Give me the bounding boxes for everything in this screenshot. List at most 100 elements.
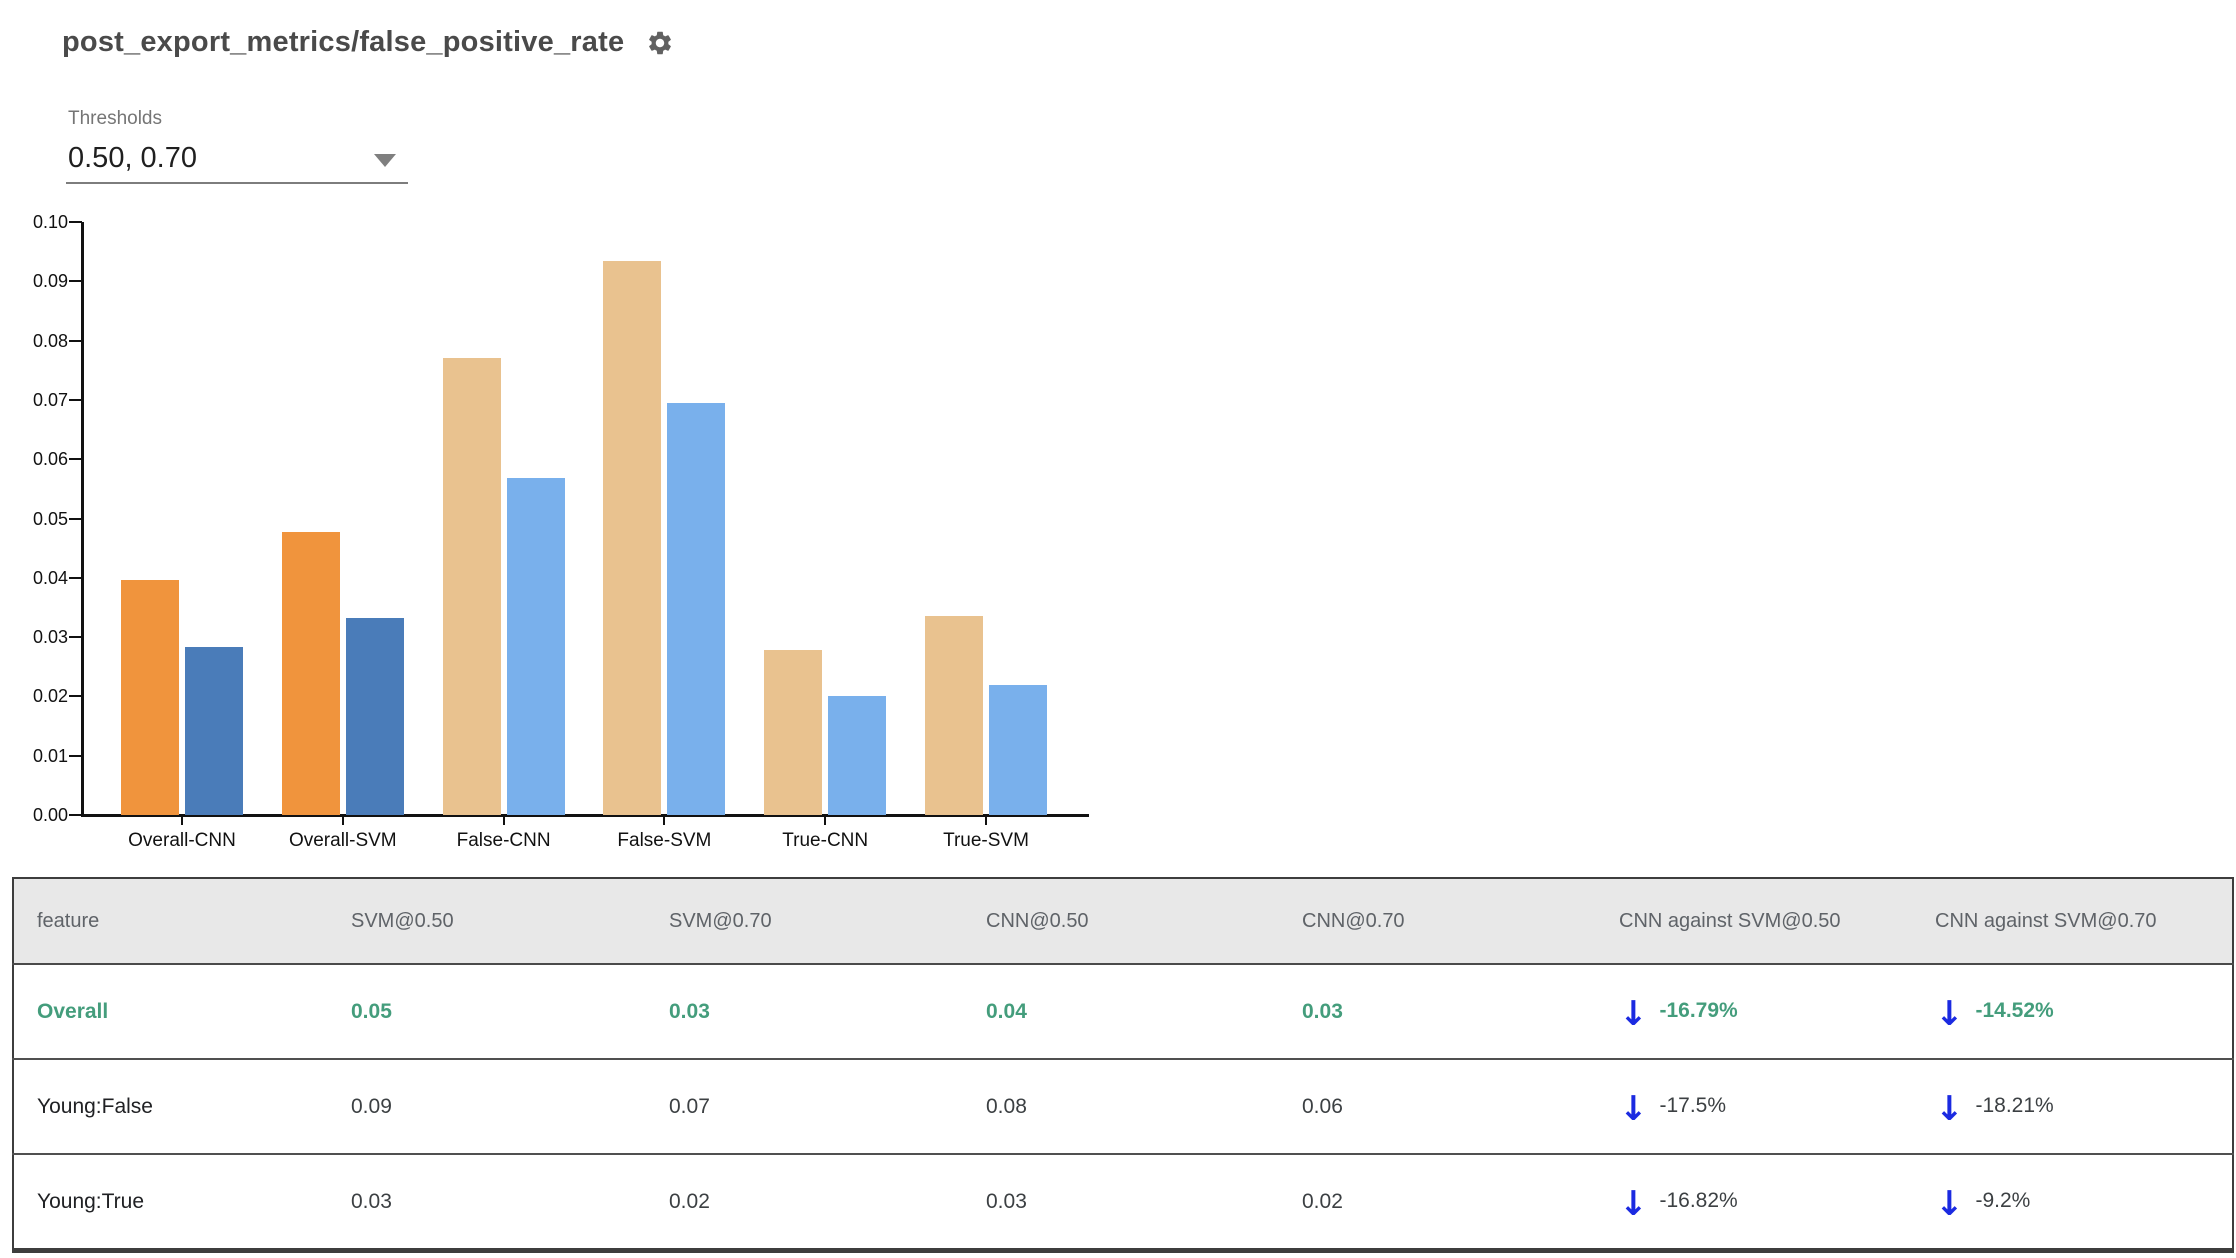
y-axis-tick-label: 0.08 — [32, 330, 68, 351]
delta-cell: ↓ -16.79% — [1619, 964, 1935, 1059]
settings-gear-icon[interactable] — [646, 29, 674, 57]
y-axis-tick-label: 0.10 — [32, 212, 68, 232]
x-axis-tick — [985, 816, 987, 825]
delta-cell: ↓ -17.5% — [1619, 1058, 1935, 1154]
bar-Overall-SVM-threshold0.70[interactable] — [345, 618, 404, 815]
x-axis-tick — [824, 816, 827, 825]
x-axis-tick — [663, 816, 666, 825]
delta-cell: ↓ -14.52% — [1935, 964, 2233, 1059]
down-arrow-icon: ↓ — [1935, 1088, 1964, 1129]
column-header: CNN against SVM@0.50 — [1619, 878, 1935, 965]
thresholds-label: Thresholds — [68, 108, 162, 129]
y-axis-tick-label: 0.02 — [32, 686, 68, 707]
thresholds-control: Thresholds 0.50, 0.70 — [66, 108, 408, 184]
bar-True-CNN-threshold0.70[interactable] — [828, 696, 887, 815]
value-cell: 0.07 — [669, 1058, 986, 1154]
feature-cell: Overall — [37, 999, 109, 1023]
value-cell: 0.03 — [986, 1153, 1302, 1251]
down-arrow-icon: ↓ — [1935, 993, 1964, 1034]
feature-cell: Young:False — [13, 1058, 351, 1154]
delta-value: -18.21% — [1975, 1093, 2054, 1117]
table-body: Overall 0.05 0.03 0.04 0.03 ↓ -16.79% ↓ -14.52% Y… — [13, 964, 2233, 1251]
value-cell: 0.08 — [986, 1058, 1302, 1154]
value-cell: 0.02 — [669, 1153, 986, 1251]
bar-Overall-CNN-threshold0.50[interactable] — [121, 579, 179, 815]
delta-cell: ↓ -9.2% — [1935, 1153, 2233, 1251]
x-axis-category-label: Overall-CNN — [128, 830, 236, 851]
bar-True-SVM-threshold0.50[interactable] — [925, 616, 983, 815]
delta-value: -16.79% — [1659, 998, 1738, 1022]
y-axis-line — [81, 222, 84, 817]
y-axis-tick — [69, 339, 82, 342]
value-cell: 0.06 — [1302, 1058, 1619, 1154]
y-axis-tick — [69, 221, 82, 223]
down-arrow-icon: ↓ — [1935, 1183, 1964, 1224]
column-header: feature — [13, 878, 351, 965]
value-cell: 0.03 — [351, 1153, 669, 1251]
y-axis-tick — [69, 814, 82, 816]
delta-cell: ↓ -16.82% — [1619, 1153, 1935, 1251]
y-axis-tick-label: 0.01 — [32, 745, 68, 766]
delta-cell: ↓ -18.21% — [1935, 1058, 2233, 1154]
value-cell: 0.03 — [1302, 999, 1343, 1023]
value-cell: 0.05 — [351, 999, 392, 1023]
y-axis-tick-label: 0.04 — [32, 567, 68, 588]
x-axis-tick — [181, 816, 183, 825]
bar-False-SVM-threshold0.50[interactable] — [603, 260, 662, 815]
column-header: CNN@0.70 — [1302, 878, 1619, 965]
x-axis-category-label: True-SVM — [943, 830, 1029, 851]
x-axis-category-label: False-CNN — [456, 830, 551, 851]
delta-value: -9.2% — [1975, 1188, 2031, 1212]
y-axis-tick — [69, 458, 82, 461]
down-arrow-icon: ↓ — [1619, 993, 1648, 1034]
table-row: Overall 0.05 0.03 0.04 0.03 ↓ -16.79% ↓ -14.52% — [13, 964, 2233, 1059]
thresholds-dropdown[interactable]: 0.50, 0.70 — [66, 138, 408, 184]
bar-False-SVM-threshold0.70[interactable] — [667, 402, 726, 815]
table-header-row: feature SVM@0.50 SVM@0.70 CNN@0.50 CNN@0.70 C… — [13, 878, 2233, 965]
metrics-table: feature SVM@0.50 SVM@0.70 CNN@0.50 CNN@0.70 C… — [12, 877, 2234, 1253]
table-row: Young:False 0.09 0.07 0.08 0.06 ↓ -17.5% ↓ -18.2… — [13, 1058, 2233, 1154]
bar-False-CNN-threshold0.70[interactable] — [506, 478, 565, 815]
y-axis-tick-label: 0.09 — [32, 271, 68, 292]
down-arrow-icon: ↓ — [1619, 1088, 1648, 1129]
bar-True-CNN-threshold0.50[interactable] — [764, 649, 823, 815]
bar-True-SVM-threshold0.70[interactable] — [989, 684, 1047, 815]
x-axis-category-label: Overall-SVM — [288, 830, 397, 851]
y-axis-tick-label: 0.07 — [32, 389, 68, 410]
y-axis-tick — [69, 754, 82, 757]
table-row: Young:True 0.03 0.02 0.03 0.02 ↓ -16.82% ↓ -9.2% — [13, 1153, 2233, 1251]
table-header: feature SVM@0.50 SVM@0.70 CNN@0.50 CNN@0.70 C… — [13, 878, 2233, 965]
value-cell: 0.02 — [1302, 1153, 1619, 1251]
value-cell: 0.04 — [986, 999, 1027, 1023]
feature-cell: Young:True — [13, 1153, 351, 1251]
down-arrow-icon: ↓ — [1619, 1183, 1648, 1224]
bar-Overall-SVM-threshold0.50[interactable] — [281, 532, 340, 815]
value-cell: 0.09 — [351, 1058, 669, 1154]
delta-value: -16.82% — [1659, 1188, 1738, 1212]
value-cell: 0.03 — [669, 999, 710, 1023]
delta-value: -17.5% — [1659, 1093, 1727, 1117]
column-header: SVM@0.50 — [351, 878, 669, 965]
column-header: SVM@0.70 — [669, 878, 986, 965]
thresholds-value: 0.50, 0.70 — [68, 142, 197, 174]
page-title: post_export_metrics/false_positive_rate — [62, 26, 625, 58]
x-axis-category-label: True-CNN — [782, 830, 869, 851]
delta-value: -14.52% — [1975, 998, 2054, 1022]
x-axis-tick — [341, 816, 344, 825]
y-axis-tick-label: 0.00 — [32, 805, 68, 825]
x-axis-line — [81, 814, 1089, 817]
chevron-down-icon — [374, 154, 396, 167]
y-axis-tick — [69, 695, 82, 698]
y-axis-tick — [69, 576, 82, 579]
y-axis-tick — [69, 398, 82, 401]
x-axis-tick — [502, 816, 505, 825]
y-axis-tick — [69, 636, 82, 639]
y-axis-tick-label: 0.05 — [32, 508, 68, 529]
column-header: CNN against SVM@0.70 — [1935, 878, 2233, 965]
bar-False-CNN-threshold0.50[interactable] — [442, 357, 501, 815]
column-header: CNN@0.50 — [986, 878, 1302, 965]
y-axis-tick — [69, 517, 82, 520]
bar-Overall-CNN-threshold0.70[interactable] — [185, 646, 243, 815]
x-axis-category-label: False-SVM — [617, 830, 712, 851]
